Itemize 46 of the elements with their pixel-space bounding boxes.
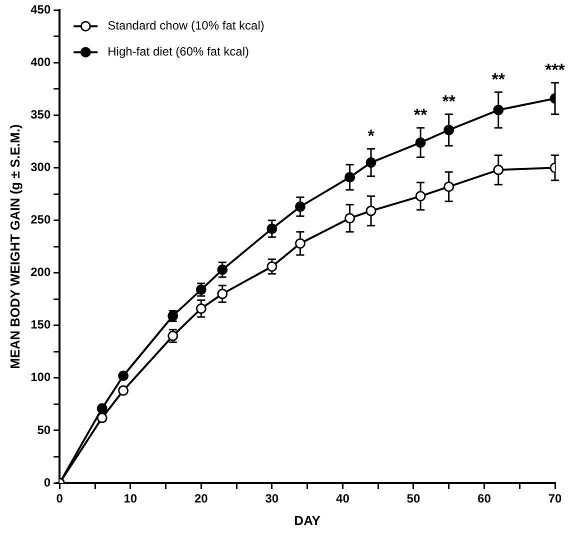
point [266,261,278,272]
x-tick-label: 60 [478,492,492,506]
point [366,206,376,216]
point [444,181,454,192]
point [118,370,129,382]
point [493,104,504,116]
y-tick-label: 100 [30,370,51,384]
annotation: *** [545,60,566,80]
y-tick-label: 0 [44,475,51,490]
point [415,190,426,202]
x-tick-label: 10 [124,492,138,506]
point [444,124,454,136]
x-tick-label: 40 [336,492,350,506]
y-tick-label: 350 [30,108,51,122]
y-tick-label: 200 [30,265,51,280]
x-tick-label: 20 [194,492,208,506]
point [196,303,206,314]
legend-label: Standard chow (10% fat kcal) [108,18,264,33]
point [294,201,306,212]
y-tick-label: 250 [30,212,51,227]
point [96,403,108,414]
x-tick-label: 30 [265,492,279,506]
y-tick-label: 450 [30,2,51,17]
y-axis-title: MEAN BODY WEIGHT GAIN (g ± S.E.M.) [7,124,22,369]
annotation: * [368,126,375,146]
point [493,164,504,176]
annotation: ** [492,70,506,89]
point [344,172,356,183]
x-axis-title: DAY [294,512,321,528]
point [266,223,278,234]
y-tick-label: 400 [30,55,51,70]
point [366,157,376,168]
y-tick-label: 150 [30,318,51,332]
x-tick-label: 70 [548,492,562,506]
legend-label: High-fat diet (60% fat kcal) [108,44,250,59]
point [344,212,356,224]
x-tick-label: 0 [56,492,64,506]
point [294,238,306,249]
point [217,288,228,300]
annotation: ** [442,92,456,111]
y-tick-label: 300 [30,160,51,174]
annotation: ** [414,106,428,125]
point [415,137,426,148]
point [217,264,228,275]
x-tick-label: 50 [406,492,420,506]
y-tick-label: 50 [37,422,51,437]
